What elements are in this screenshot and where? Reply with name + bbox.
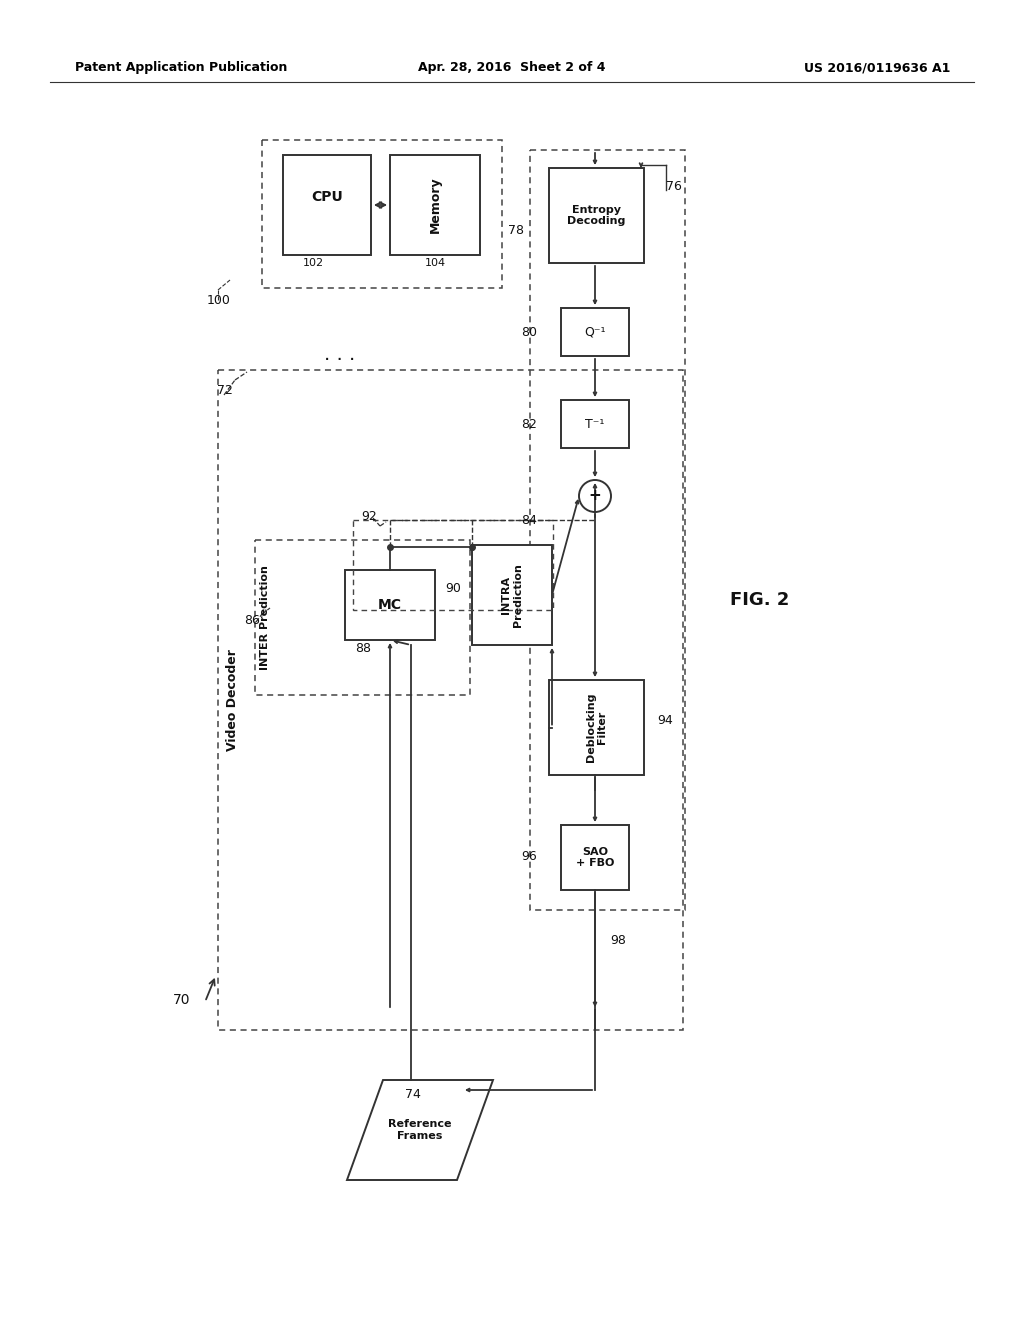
- Text: 72: 72: [217, 384, 232, 396]
- Text: 74: 74: [406, 1089, 421, 1101]
- Bar: [255, 540, 470, 696]
- Text: 92: 92: [361, 510, 377, 523]
- Text: 90: 90: [445, 582, 461, 594]
- Text: INTER Prediction: INTER Prediction: [260, 565, 270, 671]
- Bar: [561, 308, 629, 356]
- Text: 70: 70: [173, 993, 190, 1007]
- Text: CPU: CPU: [311, 190, 343, 205]
- Text: 98: 98: [610, 933, 626, 946]
- Bar: [561, 400, 629, 447]
- Text: FIG. 2: FIG. 2: [730, 591, 790, 609]
- Text: Patent Application Publication: Patent Application Publication: [75, 62, 288, 74]
- Text: 102: 102: [302, 257, 324, 268]
- Bar: [549, 680, 644, 775]
- Text: Q⁻¹: Q⁻¹: [585, 326, 606, 338]
- Text: 100: 100: [207, 293, 230, 306]
- Text: INTRA
Prediction: INTRA Prediction: [501, 564, 523, 627]
- Text: +: +: [589, 488, 601, 503]
- Text: Video Decoder: Video Decoder: [225, 649, 239, 751]
- Text: 84: 84: [521, 513, 537, 527]
- Text: 104: 104: [424, 257, 445, 268]
- Polygon shape: [347, 1080, 493, 1180]
- Text: 78: 78: [508, 223, 524, 236]
- Text: 86: 86: [244, 614, 260, 627]
- Text: 96: 96: [521, 850, 537, 863]
- Bar: [472, 545, 552, 645]
- Text: SAO
+ FBO: SAO + FBO: [575, 846, 614, 869]
- Text: US 2016/0119636 A1: US 2016/0119636 A1: [804, 62, 950, 74]
- Bar: [549, 168, 644, 263]
- Text: Entropy
Decoding: Entropy Decoding: [567, 205, 626, 226]
- Text: Deblocking
Filter: Deblocking Filter: [586, 693, 607, 762]
- Text: Reference
Frames: Reference Frames: [388, 1119, 452, 1140]
- Bar: [262, 140, 502, 288]
- Bar: [353, 520, 553, 610]
- Bar: [218, 370, 683, 1030]
- Text: MC: MC: [378, 598, 402, 612]
- Bar: [345, 570, 435, 640]
- Bar: [530, 150, 685, 909]
- Bar: [561, 825, 629, 890]
- Bar: [390, 154, 480, 255]
- Text: 94: 94: [657, 714, 673, 726]
- Text: T⁻¹: T⁻¹: [586, 417, 605, 430]
- Text: 76: 76: [666, 181, 682, 194]
- Text: . . .: . . .: [325, 346, 355, 364]
- Text: 82: 82: [521, 417, 537, 430]
- Text: 80: 80: [521, 326, 537, 338]
- Text: Apr. 28, 2016  Sheet 2 of 4: Apr. 28, 2016 Sheet 2 of 4: [418, 62, 606, 74]
- Text: 88: 88: [355, 642, 371, 655]
- Text: Memory: Memory: [428, 177, 441, 234]
- Bar: [283, 154, 371, 255]
